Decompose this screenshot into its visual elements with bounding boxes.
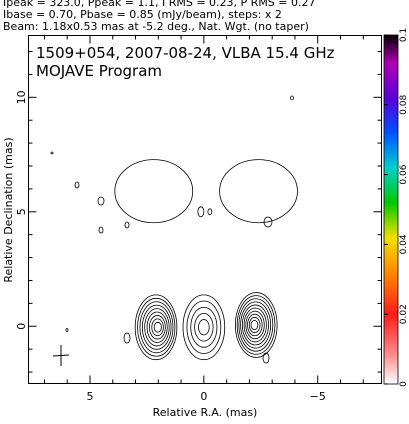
x-tick-label: −5 (310, 390, 326, 403)
contour-level (250, 319, 259, 330)
contour-level (245, 310, 265, 340)
plot-frame (28, 35, 382, 384)
contour-level (146, 311, 168, 343)
x-axis-label: Relative R.A. (mas) (153, 406, 258, 419)
contour-level (236, 295, 276, 355)
colorbar-tick-label: 0.04 (399, 234, 409, 254)
beam-marker (52, 345, 70, 366)
chart-subtitle: MOJAVE Program (36, 62, 162, 80)
noise-contour (98, 226, 104, 234)
contour-level (144, 308, 170, 347)
chart-title: 1509+054, 2007-08-24, VLBA 15.4 GHz (36, 44, 335, 62)
contour-level (240, 301, 272, 349)
contour-level (198, 319, 210, 336)
contour-level (243, 307, 267, 343)
colorbar-tick-label: 0.1 (399, 28, 409, 42)
contour-source-4 (114, 159, 194, 224)
y-tick-label: 10 (15, 90, 28, 104)
axis-ticks (28, 35, 382, 384)
contour-level (241, 304, 269, 346)
noise-contour (50, 151, 54, 155)
colorbar-tick-labels: 0 0.02 0.04 0.06 0.08 0.1 (384, 28, 409, 387)
noise-contour (97, 196, 105, 206)
contour-level (190, 306, 218, 348)
colorbar-tick-label: 0.02 (399, 304, 409, 324)
x-tick-labels: 5 0 −5 (86, 390, 325, 403)
colorbar (383, 34, 399, 385)
colorbar-tick-label: 0 (399, 381, 409, 387)
contour-level (207, 208, 213, 216)
contour-level (219, 159, 298, 224)
noise-contour (262, 352, 270, 364)
contour-source-3 (234, 292, 278, 358)
contour-level (182, 294, 226, 361)
contour-level (134, 294, 178, 361)
contour-level (151, 318, 164, 337)
contour-source-2 (182, 294, 226, 361)
noise-contour (290, 95, 294, 101)
contour-level (248, 316, 261, 334)
y-tick-label: 0 (15, 323, 28, 330)
contour-level (149, 315, 166, 340)
contour-level (137, 297, 176, 357)
contour-level (197, 206, 205, 218)
contour-level (153, 321, 162, 333)
contour-source-6 (219, 159, 298, 224)
noise-contour (74, 181, 80, 189)
x-tick-label: 5 (86, 390, 93, 403)
header-line-1: Ipeak = 323.0, Ppeak = 1.1, I RMS = 0.23… (3, 0, 316, 9)
noise-contour (124, 221, 130, 229)
header-line-2: Ibase = 0.70, Pbase = 0.85 (mJy/beam), s… (3, 8, 282, 21)
noise-contour (65, 328, 69, 332)
noise-contour (123, 332, 131, 344)
colorbar-tick-label: 0.06 (399, 164, 409, 184)
y-axis-label: Relative Declination (mas) (2, 137, 15, 282)
y-tick-label: 5 (15, 208, 28, 215)
noise-contour (263, 216, 273, 228)
contour-level (238, 298, 274, 352)
contour-level (114, 159, 194, 224)
contour-level (247, 313, 263, 337)
contour-layer (114, 159, 298, 361)
contour-source-1 (134, 294, 178, 361)
contour-level (186, 300, 222, 354)
contour-source-5 (197, 206, 213, 218)
contour-level (234, 292, 278, 358)
contour-level (141, 304, 172, 350)
contour-level (139, 301, 174, 354)
y-tick-labels: 0 5 10 (15, 90, 28, 329)
header-line-3: Beam: 1.18x0.53 mas at -5.2 deg., Nat. W… (3, 20, 309, 33)
contour-level (194, 312, 214, 342)
noise-contours (50, 95, 294, 364)
x-tick-label: 0 (200, 390, 207, 403)
colorbar-tick-label: 0.08 (399, 95, 409, 115)
